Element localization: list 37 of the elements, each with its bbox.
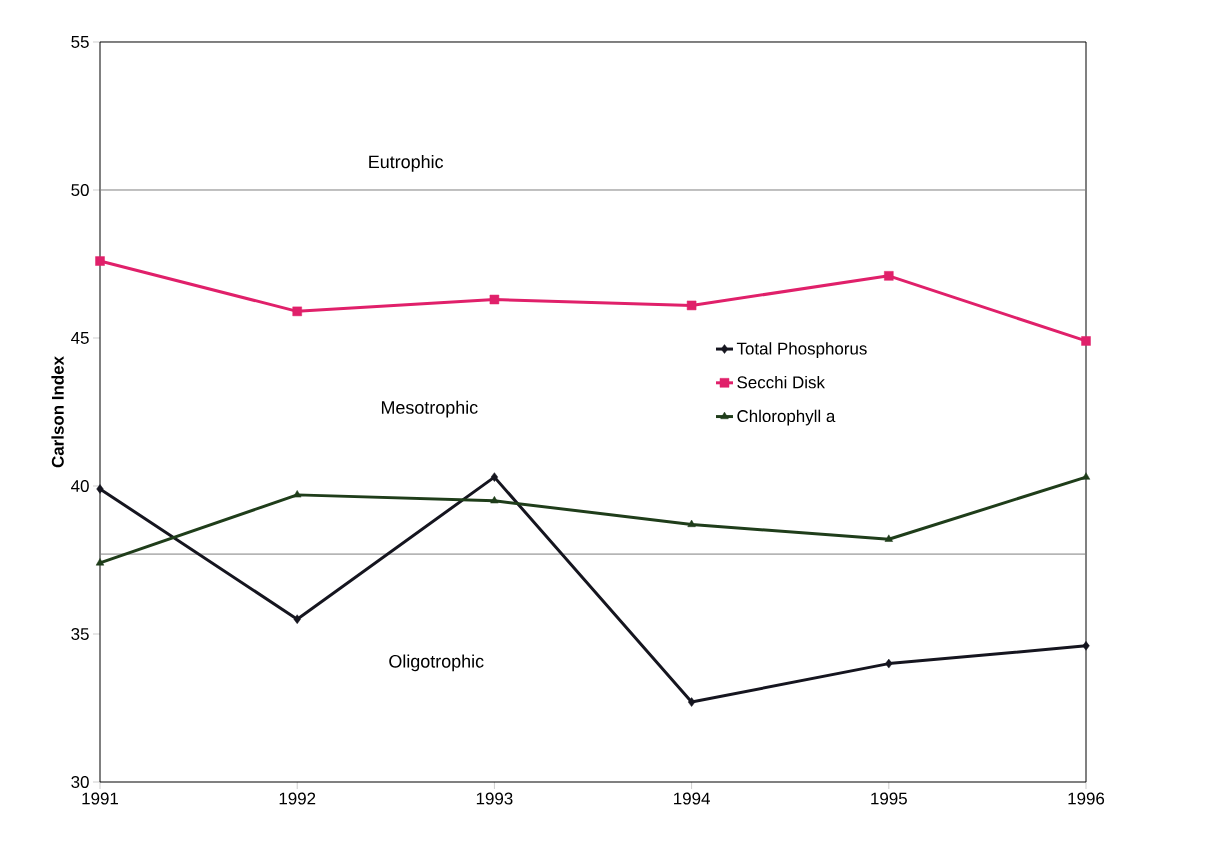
y-tick-label: 35 [71, 628, 89, 640]
point [95, 256, 105, 266]
y-tick-label: 45 [71, 332, 89, 344]
point [687, 519, 696, 527]
x-tick-label: 1991 [82, 792, 119, 805]
point [293, 490, 302, 498]
point [293, 614, 301, 624]
point [490, 472, 499, 482]
x-tick-label: 1994 [674, 792, 710, 805]
y-tick-label: 30 [71, 776, 89, 788]
y-tick-label: 50 [71, 183, 89, 196]
point [292, 306, 302, 317]
point [1081, 336, 1091, 346]
point [490, 496, 499, 504]
point [95, 558, 105, 566]
x-tick-label: 1992 [279, 792, 316, 805]
y-axis-title: Carlson Index [51, 356, 64, 468]
x-tick-label: 1996 [1068, 792, 1105, 805]
annotation: Oligotrophic [389, 654, 484, 672]
annotation: Mesotrophic [381, 400, 478, 418]
point [1081, 472, 1091, 480]
point [96, 484, 104, 494]
x-tick-label: 1995 [871, 792, 907, 805]
point [688, 697, 696, 707]
point [686, 300, 697, 311]
point [884, 271, 894, 281]
point [885, 658, 893, 669]
point [489, 294, 500, 305]
legend-label: Secchi Disk [737, 375, 825, 389]
legend-label: Total Phosphorus [736, 342, 867, 358]
y-tick-label: 40 [71, 480, 89, 492]
point [884, 534, 893, 542]
legend-label: Chlorophyll a [737, 409, 836, 426]
x-tick-label: 1993 [476, 792, 513, 805]
point [1082, 641, 1090, 651]
y-tick-label: 55 [71, 36, 89, 48]
annotation: Eutrophic [369, 154, 444, 172]
